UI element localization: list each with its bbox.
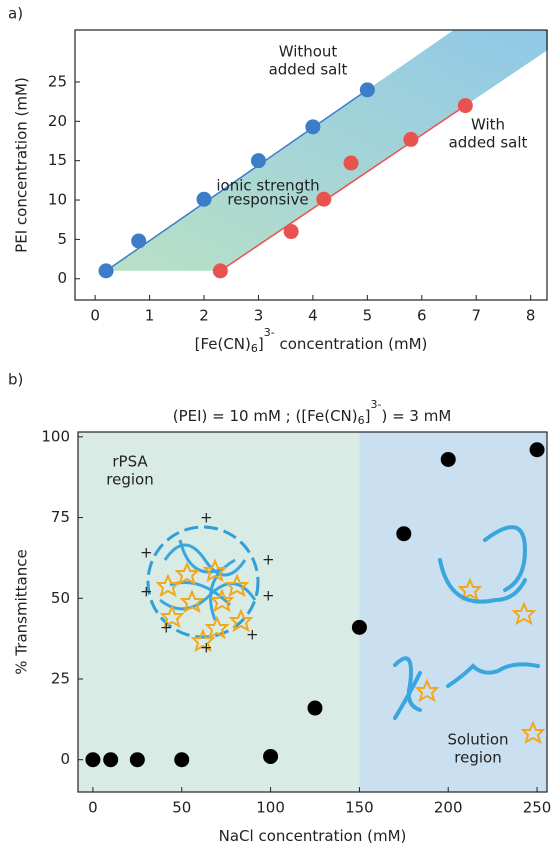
x-tick-label: 250 [523, 799, 552, 817]
data-point [103, 752, 119, 768]
annotation: With [471, 116, 505, 134]
y-axis-label: PEI concentration (mM) [13, 77, 31, 253]
svg-text:+: + [140, 544, 153, 562]
data-point [529, 442, 545, 458]
svg-text:+: + [246, 626, 259, 644]
x-tick-label: 50 [172, 799, 191, 817]
data-point [263, 748, 279, 764]
y-tick-label: 20 [48, 112, 67, 130]
x-tick-label: 3 [254, 307, 264, 325]
plot-frame [77, 431, 548, 793]
y-tick-label: 5 [57, 230, 67, 248]
annotation: added salt [269, 61, 348, 79]
x-tick-label: 4 [308, 307, 318, 325]
data-point [307, 700, 323, 716]
x-axis-label: [Fe(CN)6]3- concentration (mM) [195, 326, 428, 355]
svg-text:+: + [200, 509, 213, 527]
y-tick-label: 50 [51, 589, 70, 607]
data-point [403, 131, 419, 147]
x-axis-label-part: 6 [251, 342, 258, 355]
chart-title-part: 6 [358, 414, 365, 427]
x-axis-label-part: [Fe(CN) [195, 335, 251, 353]
data-point [196, 191, 212, 207]
x-axis-label-part: ] [258, 335, 264, 353]
svg-text:+: + [262, 587, 275, 605]
svg-text:+: + [140, 583, 153, 601]
region-background [78, 432, 360, 792]
x-tick-label: 100 [256, 799, 285, 817]
y-tick-label: 25 [48, 72, 67, 90]
x-axis-label-part: 3- [264, 326, 275, 339]
data-point [131, 233, 147, 249]
data-point [174, 752, 190, 768]
data-point [98, 263, 114, 279]
y-tick-label: 10 [48, 191, 67, 209]
chart-title-part: (PEI) = 10 mM ; ([Fe(CN) [173, 407, 358, 425]
x-tick-label: 200 [434, 799, 463, 817]
plot-frame [74, 29, 548, 301]
fit-line [219, 104, 466, 272]
x-tick-label: 150 [345, 799, 374, 817]
data-point [283, 224, 299, 240]
region-label: region [454, 749, 501, 767]
x-axis-label-part: concentration (mM) [275, 335, 428, 353]
chart-title-part: 3- [370, 398, 381, 411]
y-tick-label: 100 [41, 427, 70, 445]
illustration: + + + + + + + + [140, 509, 546, 745]
panel-label: a) [8, 5, 23, 23]
data-point [129, 752, 145, 768]
y-tick-label: 0 [57, 269, 67, 287]
x-tick-label: 2 [199, 307, 209, 325]
frame-mask [548, 30, 555, 300]
x-tick-label: 7 [471, 307, 481, 325]
data-point [316, 191, 332, 207]
y-tick-label: 15 [48, 151, 67, 169]
data-point [440, 451, 456, 467]
x-axis-label: NaCl concentration (mM) [219, 827, 407, 845]
x-axis-label-part: NaCl concentration (mM) [219, 827, 407, 845]
y-tick-label: 75 [51, 508, 70, 526]
data-point [343, 155, 359, 171]
region-label: rPSA [112, 453, 148, 471]
chart-title-part: ] [365, 407, 371, 425]
annotation: Without [279, 43, 338, 61]
svg-text:+: + [160, 619, 173, 637]
annotation: added salt [449, 134, 528, 152]
svg-text:+: + [200, 639, 213, 657]
data-point [351, 619, 367, 635]
x-tick-label: 8 [526, 307, 536, 325]
y-tick-label: 25 [51, 669, 70, 687]
y-axis-label: % Transmittance [13, 549, 31, 674]
shaded-region [106, 30, 555, 271]
data-point [359, 82, 375, 98]
data-point [305, 119, 321, 135]
data-point [396, 526, 412, 542]
panel-label: b) [8, 371, 23, 389]
x-tick-label: 6 [417, 307, 427, 325]
frame-mask [75, 0, 555, 29]
chart-title: (PEI) = 10 mM ; ([Fe(CN)6]3-) = 3 mM [173, 398, 452, 427]
data-point [85, 752, 101, 768]
region-label: region [106, 471, 153, 489]
x-tick-label: 5 [363, 307, 373, 325]
annotation: responsive [227, 191, 308, 209]
data-point [250, 153, 266, 169]
data-point [457, 98, 473, 114]
annotation: ionic strength [216, 177, 319, 195]
y-tick-label: 0 [60, 750, 70, 768]
x-tick-label: 0 [90, 307, 100, 325]
svg-text:+: + [262, 551, 275, 569]
x-tick-label: 1 [145, 307, 155, 325]
region-label: Solution [447, 731, 508, 749]
data-point [212, 263, 228, 279]
x-tick-label: 0 [88, 799, 98, 817]
chart-title-part: ) = 3 mM [381, 407, 451, 425]
fit-line [105, 89, 368, 272]
